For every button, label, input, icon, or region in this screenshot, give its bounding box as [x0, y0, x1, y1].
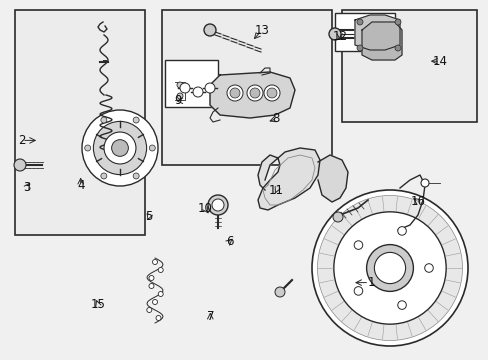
Text: 8: 8 [272, 112, 280, 125]
Bar [164, 60, 218, 107]
Circle shape [317, 195, 462, 341]
Circle shape [311, 190, 467, 346]
Circle shape [266, 88, 276, 98]
Circle shape [353, 287, 362, 295]
Circle shape [397, 301, 406, 309]
Circle shape [226, 85, 243, 101]
Circle shape [82, 110, 158, 186]
Circle shape [394, 19, 400, 25]
Circle shape [149, 275, 154, 280]
Circle shape [274, 287, 285, 297]
Circle shape [420, 179, 428, 187]
Circle shape [84, 145, 90, 151]
Text: 7: 7 [206, 310, 214, 323]
Circle shape [203, 24, 216, 36]
Circle shape [353, 241, 362, 249]
Circle shape [149, 284, 154, 288]
Circle shape [180, 83, 190, 93]
Polygon shape [317, 155, 347, 202]
Text: 1: 1 [367, 276, 375, 289]
Circle shape [158, 267, 163, 273]
Text: 3: 3 [23, 181, 31, 194]
Text: 10: 10 [198, 202, 212, 215]
Circle shape [212, 199, 224, 211]
Bar [334, 13, 394, 51]
Circle shape [104, 132, 136, 164]
Circle shape [394, 45, 400, 51]
Text: 2: 2 [18, 134, 26, 147]
Circle shape [158, 292, 163, 297]
Text: 6: 6 [225, 235, 233, 248]
Circle shape [146, 307, 151, 312]
Polygon shape [258, 148, 319, 210]
Text: 9: 9 [174, 94, 182, 107]
Circle shape [246, 85, 263, 101]
Circle shape [111, 140, 128, 156]
Circle shape [332, 212, 342, 222]
Bar [341, 10, 476, 122]
Circle shape [14, 159, 26, 171]
Circle shape [133, 173, 139, 179]
Bar [15, 10, 145, 235]
Circle shape [397, 226, 406, 235]
Circle shape [424, 264, 432, 272]
Circle shape [264, 85, 280, 101]
Circle shape [149, 145, 155, 151]
Text: 4: 4 [77, 179, 84, 192]
Circle shape [101, 117, 107, 123]
Circle shape [328, 28, 340, 40]
Text: 15: 15 [90, 298, 105, 311]
Circle shape [333, 212, 445, 324]
Circle shape [152, 260, 157, 265]
Circle shape [152, 300, 157, 305]
Circle shape [101, 173, 107, 179]
Circle shape [193, 87, 203, 97]
Polygon shape [354, 15, 399, 50]
Circle shape [229, 88, 240, 98]
Text: 11: 11 [268, 184, 283, 197]
Circle shape [356, 45, 362, 51]
Text: 5: 5 [145, 210, 153, 222]
Circle shape [374, 252, 405, 284]
Circle shape [364, 29, 374, 39]
Polygon shape [361, 22, 401, 60]
Circle shape [366, 244, 412, 291]
Circle shape [204, 83, 215, 93]
Bar [162, 10, 331, 165]
Text: 12: 12 [332, 30, 346, 42]
Circle shape [249, 88, 260, 98]
Circle shape [177, 82, 183, 88]
Text: 16: 16 [410, 195, 425, 208]
Circle shape [207, 195, 227, 215]
Circle shape [177, 93, 183, 99]
Circle shape [156, 315, 161, 320]
Circle shape [356, 19, 362, 25]
Circle shape [133, 117, 139, 123]
Text: 14: 14 [432, 55, 447, 68]
Polygon shape [209, 72, 294, 118]
Circle shape [93, 121, 146, 175]
Text: 13: 13 [254, 24, 268, 37]
